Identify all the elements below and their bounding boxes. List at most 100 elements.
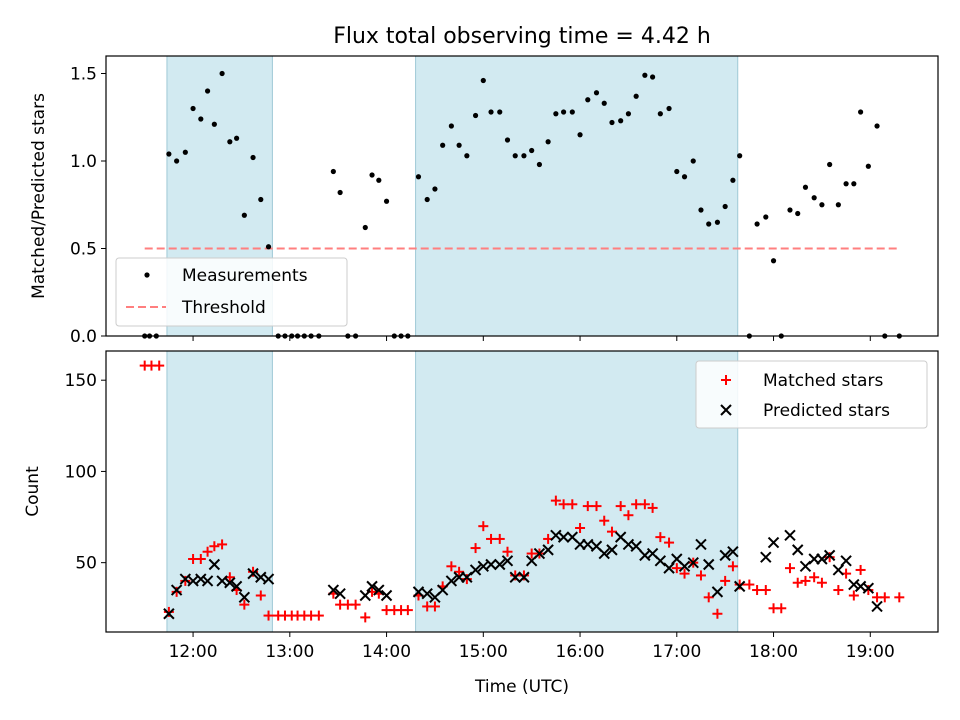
- x-marker-b: [359, 589, 371, 602]
- x-tick-label: 18:00: [749, 642, 798, 662]
- data-point: [509, 571, 521, 583]
- data-point: [569, 109, 575, 115]
- data-point: [609, 119, 615, 126]
- data-point: [582, 538, 594, 551]
- data-point: [633, 93, 639, 99]
- data-point: [262, 573, 275, 585]
- data-point: [497, 109, 503, 115]
- x-marker-b: [711, 586, 724, 598]
- x-marker-b: [533, 547, 546, 560]
- x-marker-b: [792, 544, 804, 556]
- data-point: [180, 575, 191, 586]
- top-series-measurements: [142, 70, 902, 339]
- data-point: [615, 501, 626, 512]
- x-tick-label: 19:00: [846, 642, 895, 662]
- data-point: [415, 174, 422, 180]
- bottom-series-matched-stars: [139, 360, 905, 623]
- bottom-legend: Matched stars Predicted stars: [695, 360, 928, 429]
- top-y-axis-label: Matched/Predicted stars: [29, 93, 49, 299]
- data-point: [533, 547, 546, 560]
- data-point: [703, 558, 715, 571]
- data-point: [690, 158, 696, 164]
- data-point: [601, 100, 607, 106]
- data-point: [695, 538, 707, 551]
- data-point: [366, 580, 378, 593]
- data-point: [376, 177, 382, 183]
- data-point: [832, 564, 845, 576]
- x-marker-b: [784, 529, 796, 541]
- x-marker-b: [509, 571, 521, 583]
- data-point: [567, 499, 578, 510]
- x-marker-b: [760, 551, 772, 563]
- data-point: [835, 202, 841, 208]
- data-point: [606, 526, 617, 537]
- x-marker-b: [840, 555, 852, 567]
- data-point: [792, 544, 804, 556]
- data-point: [706, 221, 712, 227]
- y-tick-label: 50: [75, 554, 97, 574]
- x-tick-label: 15:00: [459, 642, 508, 662]
- data-point: [582, 501, 593, 512]
- bottom-shaded-region-0: [166, 350, 273, 633]
- data-point: [485, 558, 497, 571]
- data-point: [478, 521, 489, 532]
- bottom-y-axis-label: Count: [23, 466, 43, 517]
- data-point: [182, 149, 188, 155]
- legend-marker-predicted: [720, 404, 732, 416]
- data-point: [247, 567, 259, 580]
- data-point: [195, 573, 207, 585]
- data-point: [585, 97, 591, 103]
- data-point: [599, 515, 610, 526]
- x-marker-b: [334, 587, 346, 600]
- data-point: [163, 608, 175, 620]
- data-point: [373, 584, 385, 596]
- data-point: [811, 195, 817, 201]
- data-point: [166, 151, 172, 157]
- data-point: [448, 123, 454, 129]
- data-point: [469, 564, 482, 576]
- data-point: [752, 585, 763, 596]
- x-marker-b: [366, 580, 378, 593]
- data-point: [763, 214, 769, 220]
- data-point: [219, 70, 225, 77]
- data-point: [217, 539, 228, 550]
- data-point: [330, 168, 336, 175]
- x-marker-b: [469, 564, 482, 576]
- x-marker-b: [816, 553, 828, 565]
- data-point: [727, 561, 738, 572]
- x-marker-b: [566, 531, 579, 543]
- data-point: [209, 541, 220, 552]
- data-point: [265, 244, 272, 250]
- data-point: [536, 161, 543, 168]
- data-point: [577, 132, 583, 138]
- x-marker-b: [557, 531, 570, 543]
- x-marker-b: [445, 575, 458, 587]
- x-marker-b: [542, 544, 554, 556]
- data-point: [703, 592, 714, 603]
- data-point: [639, 499, 650, 510]
- data-point: [488, 109, 494, 115]
- x-tick-label: 12:00: [169, 642, 218, 662]
- data-point: [631, 499, 642, 510]
- data-point: [650, 74, 656, 80]
- data-point: [823, 549, 836, 562]
- y-tick-label: 1.5: [70, 65, 97, 85]
- data-point: [819, 202, 825, 208]
- data-point: [202, 546, 213, 557]
- data-point: [770, 258, 777, 264]
- data-point: [840, 555, 852, 567]
- x-marker-b: [606, 544, 618, 556]
- x-marker-b: [494, 558, 506, 571]
- data-point: [698, 207, 704, 213]
- data-point: [504, 137, 511, 143]
- x-marker-b: [230, 580, 243, 593]
- x-marker-b: [187, 575, 199, 587]
- data-point: [606, 544, 618, 556]
- x-marker-b: [412, 586, 425, 598]
- x-axis-label: Time (UTC): [474, 677, 569, 697]
- data-point: [402, 605, 413, 616]
- x-marker-b: [733, 580, 746, 593]
- data-point: [695, 570, 706, 581]
- data-point: [671, 563, 682, 574]
- data-point: [510, 570, 521, 581]
